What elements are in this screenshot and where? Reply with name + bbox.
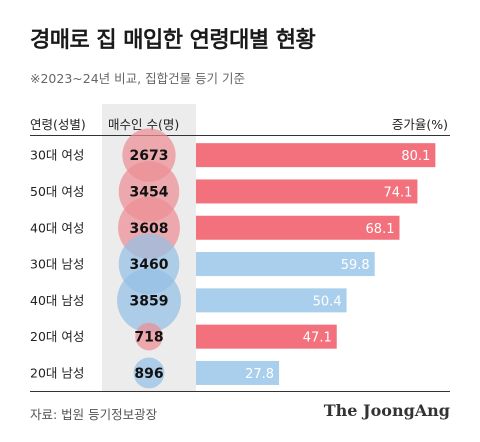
increase-rate-bar <box>196 215 400 240</box>
increase-rate-bar <box>196 143 436 168</box>
increase-rate-label: 27.8 <box>245 367 274 382</box>
header-divider <box>30 135 450 136</box>
group-label: 20대 남성 <box>30 365 84 380</box>
increase-rate-bar <box>196 288 347 313</box>
increase-rate-bar <box>196 324 337 349</box>
bottom-divider <box>30 391 450 392</box>
chart-subtitle: ※2023~24년 비교, 집합건물 등기 기준 <box>30 71 246 86</box>
group-label: 40대 남성 <box>30 293 84 308</box>
column-header-buyers: 매수인 수(명) <box>108 117 180 132</box>
publisher-logo: The JoongAng <box>323 401 450 420</box>
column-header-increase-rate: 증가율(%) <box>391 117 448 132</box>
increase-rate-bar <box>196 252 375 277</box>
buyer-count-label: 3608 <box>130 221 169 237</box>
increase-rate-label: 50.4 <box>313 294 342 309</box>
increase-rate-label: 68.1 <box>366 222 395 237</box>
group-label: 30대 남성 <box>30 257 84 272</box>
increase-rate-label: 47.1 <box>303 331 332 346</box>
buyer-count-label: 3859 <box>130 293 169 309</box>
buyer-count-bubble <box>135 322 163 351</box>
increase-rate-label: 80.1 <box>401 149 430 164</box>
buyer-count-label: 2673 <box>130 148 169 164</box>
source-note: 자료: 법원 등기정보광장 <box>30 407 158 422</box>
buyer-count-bubble <box>133 357 165 389</box>
group-label: 40대 여성 <box>30 220 84 235</box>
buyer-count-bubble <box>117 268 181 333</box>
chart-title: 경매로 집 매입한 연령대별 현황 <box>30 28 316 53</box>
group-label: 20대 여성 <box>30 329 84 344</box>
increase-rate-label: 74.1 <box>383 185 412 200</box>
increase-rate-bar <box>196 179 418 204</box>
increase-rate-label: 59.8 <box>341 258 370 273</box>
group-label: 50대 여성 <box>30 184 84 199</box>
buyer-count-label: 3460 <box>130 257 169 273</box>
increase-rate-bar <box>196 360 280 385</box>
buyer-count-label: 3454 <box>130 184 169 200</box>
group-label: 30대 여성 <box>30 148 84 163</box>
buyer-count-label: 896 <box>134 366 163 382</box>
column-header-group: 연령(성별) <box>30 117 86 132</box>
buyer-count-label: 718 <box>134 330 163 346</box>
